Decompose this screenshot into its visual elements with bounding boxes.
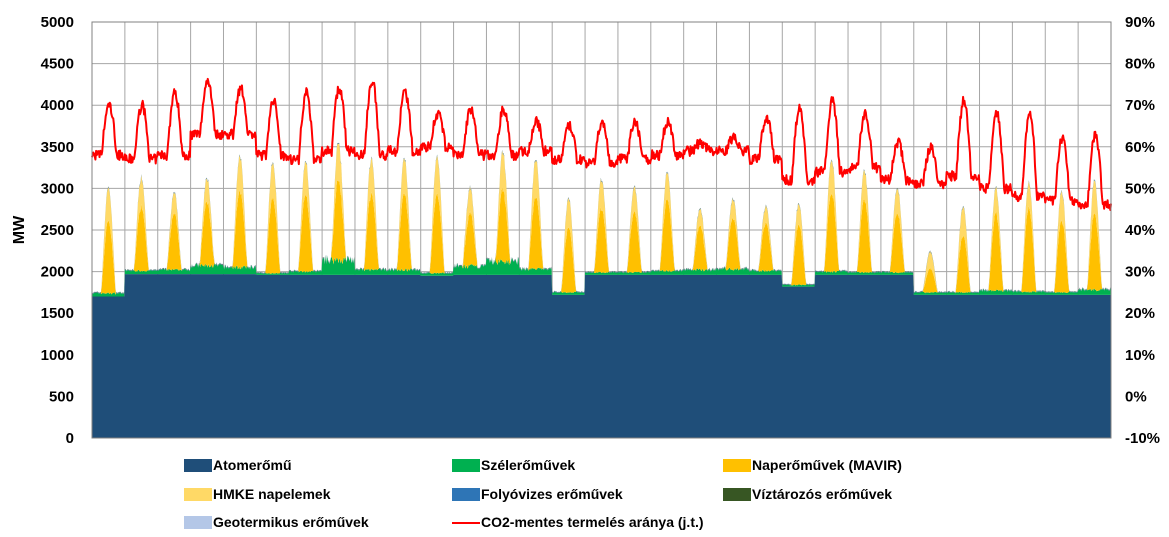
y-tick-label: 0 (66, 430, 74, 447)
y-tick-label: 3000 (41, 180, 74, 197)
y2-axis-ticks: -10% 0% 10% 20% 30% 40% 50% 60% 70% 80% 90% (1125, 14, 1160, 447)
legend-swatch (723, 459, 751, 472)
y-tick-label: 1500 (41, 305, 74, 322)
area-series-3 (92, 180, 1111, 295)
plot-border (91, 21, 1112, 439)
y2-tick-label: 40% (1125, 222, 1155, 239)
y-axis-ticks: 0 500 1000 1500 2000 2500 3000 3500 4000 4500 5000 (41, 14, 74, 447)
chart-areas (92, 142, 1111, 438)
y-tick-label: 5000 (41, 14, 74, 31)
y2-tick-label: 20% (1125, 305, 1155, 322)
legend-swatch (452, 488, 480, 501)
legend-label: Geotermikus erőművek (213, 514, 369, 530)
y2-tick-label: 70% (1125, 97, 1155, 114)
y2-tick-label: 30% (1125, 264, 1155, 281)
y2-tick-label: 50% (1125, 180, 1155, 197)
area-series-2 (92, 255, 1111, 297)
legend-swatch (184, 488, 212, 501)
legend-label: Naperőművek (MAVIR) (752, 457, 902, 473)
y-axis-title: MW (11, 215, 28, 244)
legend-label: Folyóvizes erőművek (481, 486, 623, 502)
y2-tick-label: -10% (1125, 430, 1160, 447)
legend-swatch (723, 488, 751, 501)
legend-label: Atomerőmű (213, 457, 292, 473)
y-tick-label: 2500 (41, 222, 74, 239)
legend-label: Víztározós erőművek (752, 486, 892, 502)
y2-tick-label: 10% (1125, 347, 1155, 364)
y-tick-label: 4000 (41, 97, 74, 114)
legend-swatch (184, 459, 212, 472)
legend-swatch (452, 459, 480, 472)
legend-swatch (184, 516, 212, 529)
chart-lines (91, 77, 1112, 211)
y2-tick-label: 0% (1125, 388, 1147, 405)
y2-tick-label: 60% (1125, 139, 1155, 156)
y-tick-label: 2000 (41, 264, 74, 281)
y-tick-label: 500 (49, 388, 74, 405)
legend-label: CO2-mentes termelés aránya (j.t.) (481, 514, 704, 530)
legend-label: HMKE napelemek (213, 486, 331, 502)
legend: Atomerőmű Szélerőművek Naperőművek (MAVIR)… (184, 457, 902, 530)
y2-tick-label: 90% (1125, 14, 1155, 31)
co2-ratio-line (91, 77, 1112, 211)
y-tick-label: 3500 (41, 139, 74, 156)
y2-tick-label: 80% (1125, 56, 1155, 73)
legend-label: Szélerőművek (481, 457, 575, 473)
y-tick-label: 1000 (41, 347, 74, 364)
y-tick-label: 4500 (41, 56, 74, 73)
area-series-1 (92, 274, 1111, 438)
